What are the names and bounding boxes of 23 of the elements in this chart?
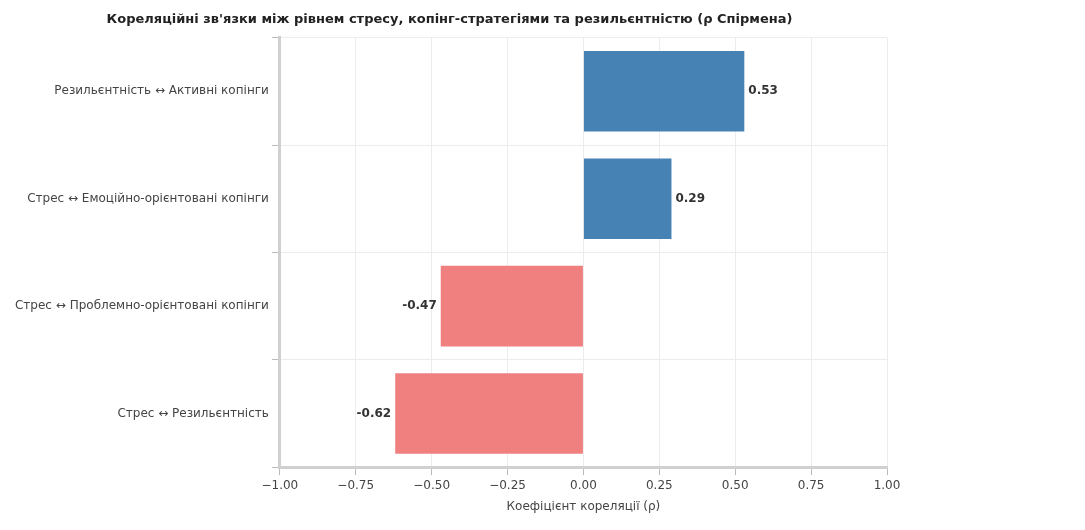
bar [440,265,583,347]
data-label: 0.53 [748,83,778,98]
bar [395,373,583,454]
chart-title: Кореляційні зв'язки між рівнем стресу, копінг-стратегіями та резильєнтністю (ρ Спірмена) [106,11,793,27]
x-tick-label: 0.25 [645,477,673,492]
x-tick-label: 0.00 [570,477,597,492]
data-label: 0.29 [675,190,706,205]
y-tick-label: Резильєнтність ↔ Активні копінги [54,83,269,98]
x-tick-label: −0.50 [413,477,451,492]
x-tick-label: 0.75 [797,477,825,492]
data-label: -0.62 [356,405,392,420]
x-tick-label: −0.75 [337,477,375,492]
bar [583,158,672,239]
y-tick-label: Стрес ↔ Резильєнтність [117,405,269,420]
data-label: -0.47 [402,298,437,313]
x-tick-label: 0.50 [721,477,749,492]
bar [583,51,745,132]
x-tick-label: −1.00 [261,477,299,492]
x-tick-label: 1.00 [873,477,901,492]
x-tick-label: −0.25 [489,477,526,492]
y-tick-label: Стрес ↔ Проблемно-орієнтовані копінги [14,298,269,313]
y-tick-label: Стрес ↔ Емоційно-орієнтовані копінги [27,190,269,205]
x-axis-title: Коефіцієнт кореляції (ρ) [506,498,661,513]
